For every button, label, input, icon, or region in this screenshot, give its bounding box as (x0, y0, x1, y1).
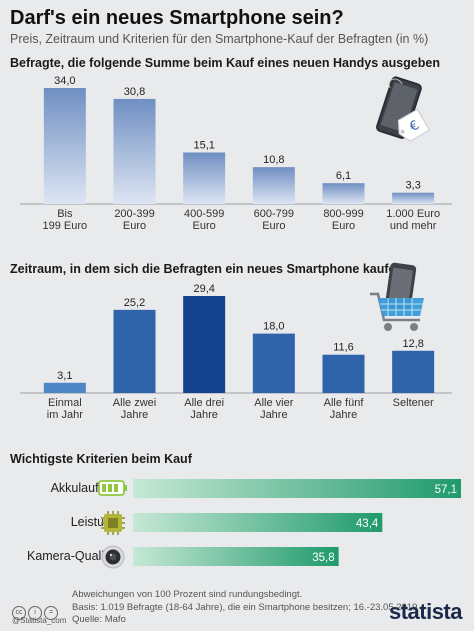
bar (252, 333, 295, 393)
data-label: 34,0 (54, 75, 75, 87)
bar (322, 183, 365, 204)
category-label: 199 Euro (43, 220, 88, 232)
data-label: 57,1 (435, 484, 457, 496)
category-label: und mehr (390, 220, 437, 232)
data-label: 35,8 (312, 552, 334, 564)
footer-notes: Abweichungen von 100 Prozent sind rundun… (72, 589, 417, 627)
data-label: 29,4 (193, 283, 214, 295)
category-label: Jahre (260, 409, 288, 421)
rounding-note: Abweichungen von 100 Prozent sind rundun… (72, 589, 303, 600)
battery-icon (98, 480, 127, 496)
category-label: Einmal (48, 397, 82, 409)
bar (133, 513, 383, 532)
statista-logo[interactable]: statista (388, 599, 463, 624)
bar (133, 479, 461, 498)
category-label: Alle drei (184, 397, 224, 409)
category-label: im Jahr (47, 409, 83, 421)
data-label: 18,0 (263, 321, 284, 333)
criteria-bar-chart: 57,1 43,4 35,8 (133, 479, 461, 566)
page-title: Darf's ein neues Smartphone sein? (10, 7, 344, 29)
bar (43, 382, 86, 393)
bar (392, 350, 435, 393)
attribution-badge: i (28, 606, 42, 620)
data-label: 30,8 (124, 86, 145, 98)
bar (392, 192, 435, 204)
data-label: 3,1 (57, 370, 72, 382)
category-label: 200-399 (114, 208, 154, 220)
category-label: Euro (193, 220, 216, 232)
source-note: Quelle: Mafo (72, 614, 126, 625)
category-label: 1.000 Euro (386, 208, 440, 220)
creative-commons-icon: cc i = (12, 601, 60, 620)
data-label: 11,6 (333, 342, 354, 354)
data-label: 12,8 (402, 338, 423, 350)
category-label: Alle fünf (324, 397, 365, 409)
category-label: Jahre (190, 409, 218, 421)
processor-chip-icon (101, 511, 125, 535)
survey-basis: Basis: 1.019 Befragte (18-64 Jahre), die… (72, 601, 418, 613)
category-label: Euro (123, 220, 146, 232)
price-chart-title: Befragte, die folgende Summe beim Kauf e… (10, 56, 440, 70)
bar (252, 167, 295, 204)
criteria-chart-title: Wichtigste Kriterien beim Kauf (10, 452, 192, 466)
bar (133, 547, 339, 566)
category-label: Euro (332, 220, 355, 232)
category-label: Bis (57, 208, 73, 220)
data-label: 6,1 (336, 170, 351, 182)
data-label: 10,8 (263, 154, 284, 166)
category-label: 400-599 (184, 208, 224, 220)
category-label: Jahre (121, 409, 149, 421)
bar (113, 98, 156, 204)
bar (183, 296, 226, 393)
category-label: Alle zwei (113, 397, 156, 409)
category-label: Euro (262, 220, 285, 232)
phone-price-tag-icon: € (376, 76, 430, 142)
shopping-cart-phone-icon (370, 262, 424, 331)
data-label: 25,2 (124, 297, 145, 309)
category-label: Seltener (393, 397, 434, 409)
category-label: 800-999 (323, 208, 363, 220)
data-label: 43,4 (356, 518, 379, 530)
camera-lens-icon (101, 545, 125, 569)
bar (43, 88, 86, 204)
bar (183, 152, 226, 204)
data-label: 3,3 (406, 180, 421, 192)
criterion-label-camera: Kamera-Qualität (26, 549, 118, 563)
twitter-handle: @Statista_com (12, 616, 67, 625)
bar (322, 354, 365, 393)
page-subtitle: Preis, Zeitraum und Kriterien für den Sm… (10, 32, 429, 46)
category-label: 600-799 (254, 208, 294, 220)
no-derivatives-badge: = (44, 606, 58, 620)
bar (113, 309, 156, 393)
category-label: Alle vier (254, 397, 293, 409)
period-chart-title: Zeitraum, in dem sich die Befragten ein … (10, 262, 404, 276)
data-label: 15,1 (193, 139, 214, 151)
category-label: Jahre (330, 409, 358, 421)
cc-badge: cc (12, 606, 26, 620)
